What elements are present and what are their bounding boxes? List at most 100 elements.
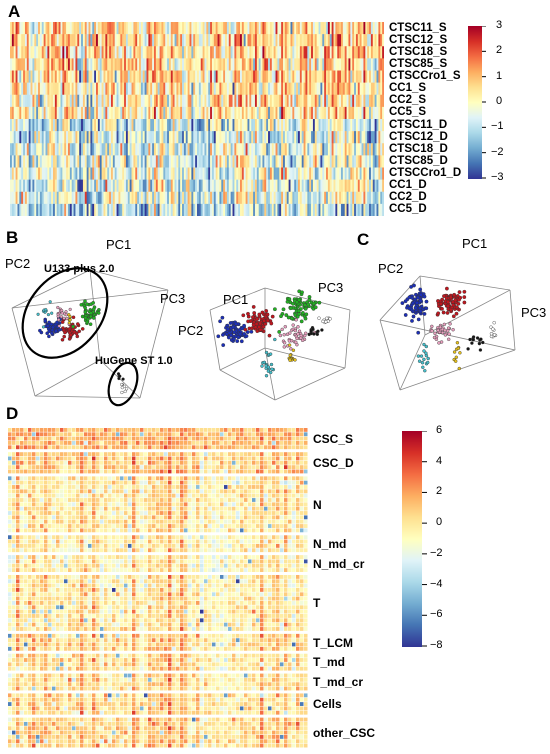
heatmap-a-cell xyxy=(292,191,295,205)
heatmap-d-cell xyxy=(164,456,168,461)
heatmap-a-cell xyxy=(140,34,144,47)
heatmap-a-cell xyxy=(127,203,130,216)
heatmap-a-cell xyxy=(309,22,312,35)
heatmap-a-cell xyxy=(370,58,374,71)
heatmap-a-cell xyxy=(210,203,213,216)
heatmap-a-cell xyxy=(114,58,117,71)
heatmap-a-cell xyxy=(96,191,99,205)
heatmap-d-cell xyxy=(132,428,136,432)
heatmap-a-cell xyxy=(283,191,286,205)
heatmap-a-cell xyxy=(292,167,295,180)
heatmap-a-cell xyxy=(133,191,136,205)
heatmap-a-cell xyxy=(228,46,231,59)
heatmap-a-cell xyxy=(122,167,125,180)
heatmap-a-cell xyxy=(365,155,368,168)
heatmap-a-cell xyxy=(99,119,102,132)
heatmap-d-cell xyxy=(288,436,292,441)
heatmap-a-cell xyxy=(344,179,347,193)
heatmap-a-cell xyxy=(107,131,110,144)
heatmap-d-cell xyxy=(72,460,76,465)
heatmap-a-cell xyxy=(307,191,310,205)
heatmap-d-cell xyxy=(292,432,296,437)
heatmap-a-cell xyxy=(297,155,301,168)
heatmap-a-cell xyxy=(247,191,250,205)
heatmap-a-cell xyxy=(275,179,278,193)
heatmap-d-cell xyxy=(96,456,100,461)
heatmap-a-cell xyxy=(324,82,327,96)
heatmap-a-cell xyxy=(144,143,147,156)
heatmap-d-cell xyxy=(12,432,16,437)
pca-box-edge xyxy=(209,309,221,371)
heatmap-a-cell xyxy=(62,155,65,168)
heatmap-a-cell xyxy=(307,22,310,35)
heatmap-a-cell xyxy=(11,143,15,156)
heatmap-a-cell xyxy=(11,82,15,96)
heatmap-a-cell xyxy=(335,203,338,216)
heatmap-a-cell xyxy=(348,22,351,35)
heatmap-a-cell xyxy=(303,155,306,168)
colorbar-a-tick-label: −1 xyxy=(491,120,504,133)
heatmap-a-cell xyxy=(19,58,22,71)
heatmap-a-cell xyxy=(206,70,209,83)
heatmap-a-cell xyxy=(363,22,366,35)
heatmap-a-cell xyxy=(307,34,310,47)
heatmap-a-cell xyxy=(303,22,306,35)
heatmap-a-cell xyxy=(290,82,293,96)
heatmap-a-cell xyxy=(182,131,185,144)
heatmap-a-cell xyxy=(219,203,222,216)
heatmap-d-cell xyxy=(216,452,220,457)
heatmap-a-cell xyxy=(292,179,295,193)
heatmap-a-cell xyxy=(28,203,31,216)
heatmap-a-cell xyxy=(238,106,241,120)
heatmap-a-cell xyxy=(369,131,372,144)
pca-point xyxy=(91,301,95,305)
heatmap-d-cell xyxy=(236,465,240,470)
heatmap-a-cell xyxy=(382,22,384,35)
heatmap-a-cell xyxy=(189,106,192,120)
heatmap-a-cell xyxy=(230,106,233,120)
heatmap-a-cell xyxy=(105,94,108,108)
heatmap-d-cell xyxy=(48,432,52,437)
heatmap-a-cell xyxy=(354,191,357,205)
heatmap-d-cell xyxy=(244,469,248,474)
heatmap-a-cell xyxy=(19,203,22,216)
heatmap-d-cell xyxy=(208,469,212,474)
heatmap-d-cell xyxy=(132,460,136,465)
heatmap-a-cell xyxy=(157,203,160,216)
colorbar-a-step xyxy=(468,26,482,28)
heatmap-a-cell xyxy=(127,191,130,205)
heatmap-a-cell xyxy=(17,46,20,59)
heatmap-a-cell xyxy=(45,46,48,59)
heatmap-a-cell xyxy=(352,22,355,35)
heatmap-a-cell xyxy=(346,191,349,205)
heatmap-a-cell xyxy=(240,191,243,205)
colorbar-a-step xyxy=(468,97,482,99)
heatmap-a-cell xyxy=(361,82,364,96)
heatmap-d-cell xyxy=(208,460,212,465)
pca-point xyxy=(440,306,444,311)
heatmap-a-cell xyxy=(320,34,323,47)
heatmap-a-cell xyxy=(299,167,303,180)
heatmap-a-cell xyxy=(243,34,246,47)
heatmap-a-cell xyxy=(292,46,295,59)
heatmap-a-cell xyxy=(84,143,87,156)
heatmap-a-cell xyxy=(182,155,185,168)
heatmap-a-cell xyxy=(365,119,368,132)
heatmap-a-cell xyxy=(153,34,157,47)
heatmap-a-cell xyxy=(352,131,355,144)
heatmap-a-cell xyxy=(370,70,374,83)
heatmap-a-cell xyxy=(340,94,344,108)
heatmap-a-cell xyxy=(178,70,181,83)
colorbar-a-step xyxy=(468,34,482,36)
heatmap-a-cell xyxy=(88,167,91,180)
heatmap-a-cell xyxy=(54,191,58,205)
heatmap-a-cell xyxy=(34,143,37,156)
heatmap-a-cell xyxy=(122,131,125,144)
heatmap-a-cell xyxy=(256,94,260,108)
pca-point xyxy=(451,327,455,332)
pca-point xyxy=(38,328,42,333)
heatmap-a-cell xyxy=(316,167,319,180)
heatmap-a-cell xyxy=(86,94,89,108)
heatmap-a-cell xyxy=(47,167,50,180)
heatmap-a-cell xyxy=(103,46,106,59)
